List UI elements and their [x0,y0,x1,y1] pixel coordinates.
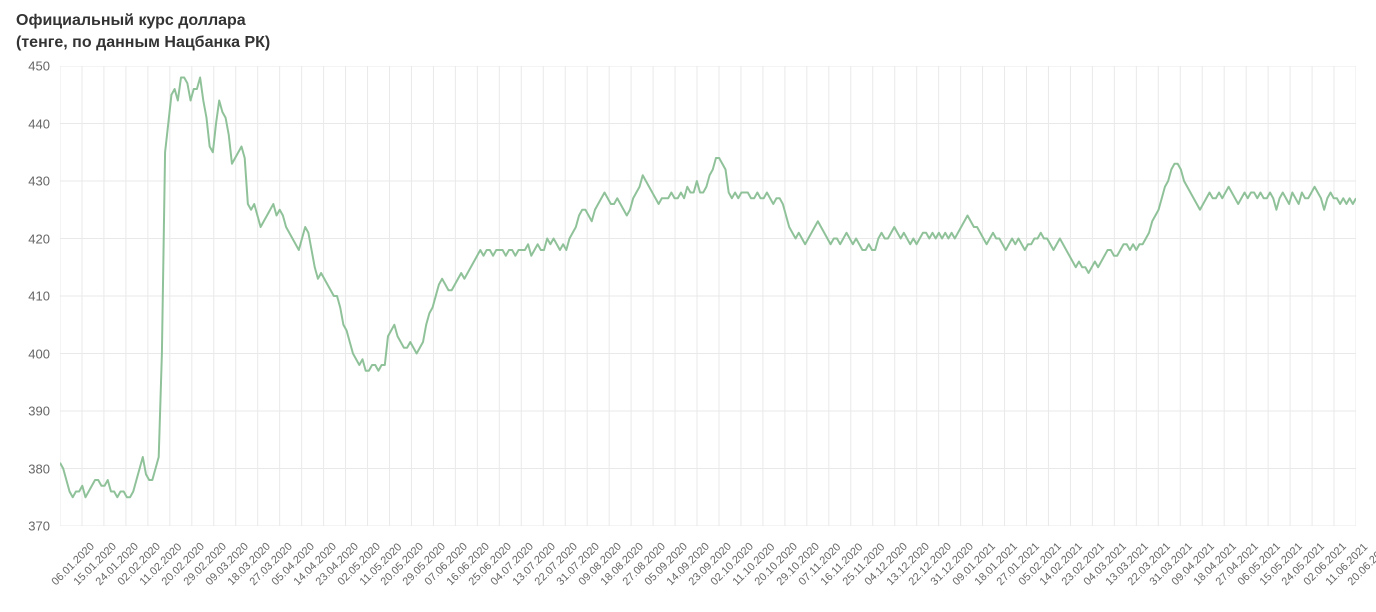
y-tick-label: 420 [28,231,50,246]
y-tick-label: 440 [28,116,50,131]
y-tick-label: 430 [28,174,50,189]
x-axis-labels: 06.01.202015.01.202024.01.202002.02.2020… [60,526,1356,606]
y-tick-label: 400 [28,346,50,361]
y-tick-label: 380 [28,461,50,476]
y-tick-label: 410 [28,289,50,304]
y-tick-label: 450 [28,59,50,74]
line-svg [60,66,1356,526]
plot-area [60,66,1356,526]
chart-title-line1: Официальный курс доллара [16,12,246,29]
y-tick-label: 390 [28,404,50,419]
chart-title-line2: (тенге, по данным Нацбанка РК) [16,34,270,51]
y-axis-labels: 370380390400410420430440450 [0,66,56,526]
exchange-rate-chart: Официальный курс доллара (тенге, по данн… [0,0,1376,612]
chart-title: Официальный курс доллара (тенге, по данн… [16,10,270,54]
y-tick-label: 370 [28,519,50,534]
